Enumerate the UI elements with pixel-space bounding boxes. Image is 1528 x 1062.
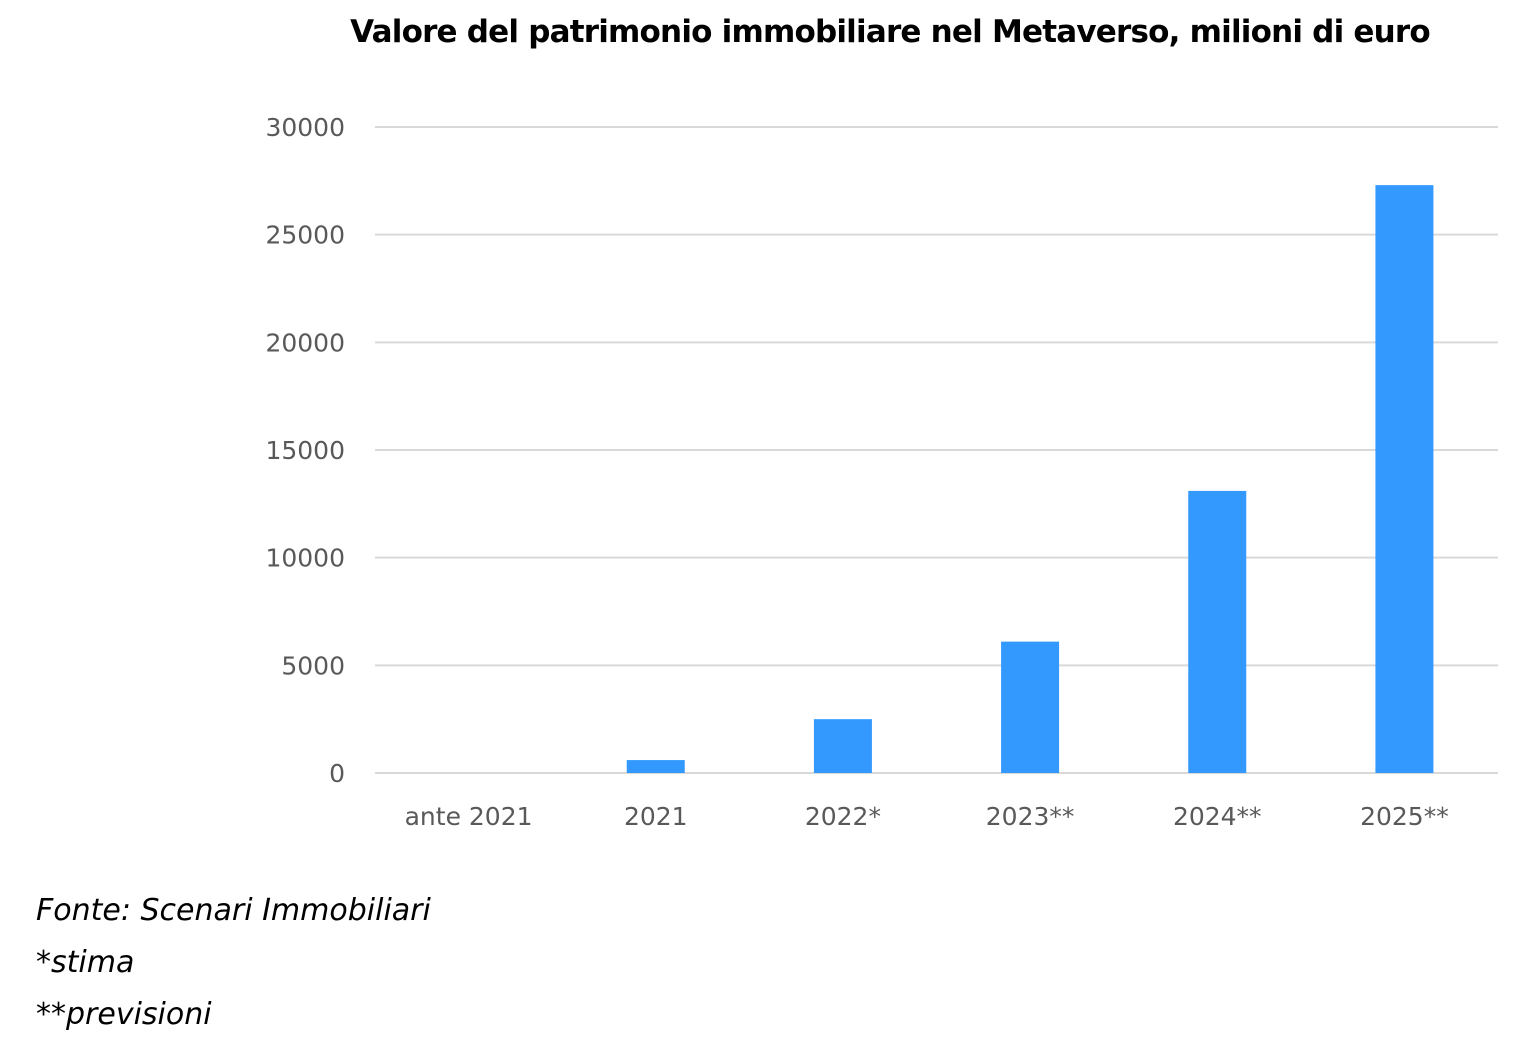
y-tick-label: 5000	[281, 651, 345, 680]
forecast-footnote: **previsioni	[36, 997, 212, 1032]
y-axis-ticks: 0 5000 10000 15000 20000 25000 30000	[265, 113, 345, 788]
source-note: Fonte: Scenari Immobiliari	[36, 893, 431, 928]
estimate-footnote: *stima	[36, 945, 135, 980]
bar-2	[813, 719, 872, 773]
y-tick-label: 20000	[265, 328, 345, 357]
bar-chart: 0 5000 10000 15000 20000 25000 30000 ante 2021…	[265, 113, 1498, 831]
y-tick-label: 30000	[265, 113, 345, 142]
x-tick-label: 2024**	[1173, 802, 1262, 831]
y-tick-label: 0	[329, 759, 345, 788]
x-tick-label: 2022*	[805, 802, 881, 831]
bar-1	[626, 760, 685, 773]
y-tick-label: 25000	[265, 221, 345, 250]
bar-5	[1375, 185, 1434, 773]
x-tick-label: 2023**	[986, 802, 1075, 831]
x-tick-label: ante 2021	[405, 802, 533, 831]
gridlines	[375, 126, 1498, 774]
y-tick-label: 10000	[265, 544, 345, 573]
bars	[626, 185, 1434, 773]
x-tick-label: 2025**	[1360, 802, 1449, 831]
y-tick-label: 15000	[265, 436, 345, 465]
chart-title: Valore del patrimonio immobiliare nel Me…	[350, 14, 1431, 50]
x-tick-label: 2021	[624, 802, 688, 831]
bar-4	[1188, 490, 1247, 773]
x-axis-ticks: ante 2021 2021 2022* 2023** 2024** 2025**	[405, 802, 1449, 831]
bar-3	[1001, 641, 1060, 773]
